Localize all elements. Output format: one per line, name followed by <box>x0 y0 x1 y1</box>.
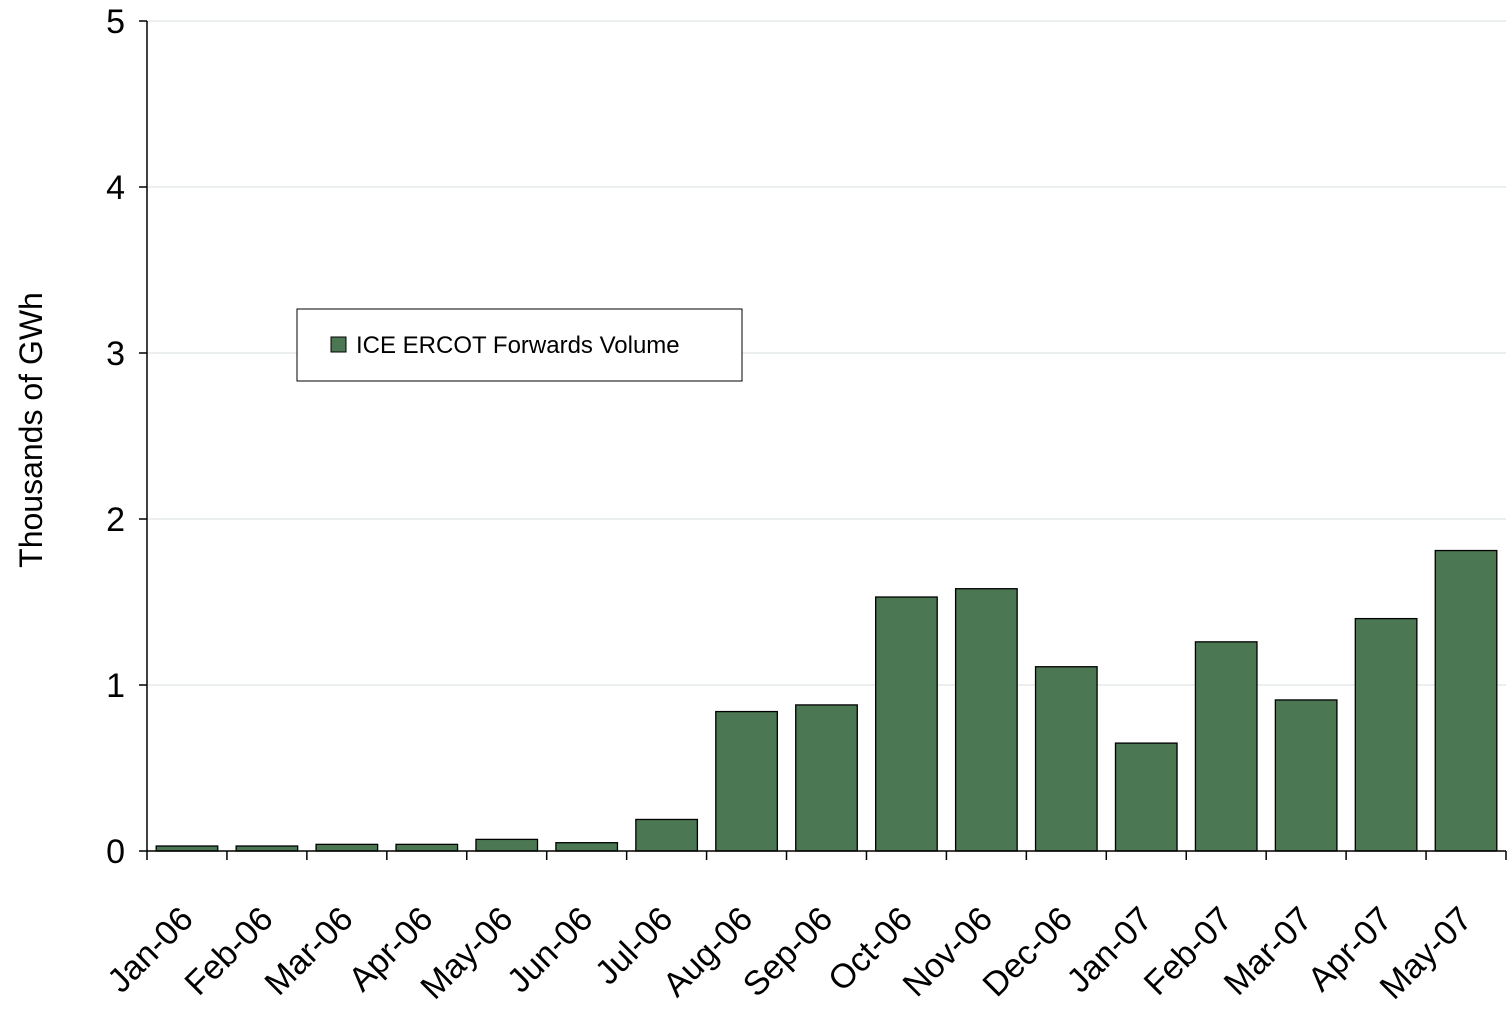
legend-label: ICE ERCOT Forwards Volume <box>356 332 680 359</box>
x-tick-label: Jun-06 <box>500 900 600 1000</box>
y-tick-label: 4 <box>106 169 125 207</box>
x-tick-labels: Jan-06Feb-06Mar-06Apr-06May-06Jun-06Jul-… <box>100 900 1479 1007</box>
bar-jan-07 <box>1114 742 1178 852</box>
y-tick-labels: 0 1 2 3 4 5 <box>106 3 125 871</box>
x-tick-label: Feb-06 <box>178 900 281 1003</box>
bar-apr-07 <box>1354 617 1418 852</box>
y-tick-label: 5 <box>106 3 125 41</box>
y-axis-title: Thousands of GWh <box>13 292 49 568</box>
bar-sep-06 <box>795 704 858 852</box>
legend-swatch <box>330 336 347 353</box>
bar-mar-07 <box>1274 699 1338 852</box>
bar-nov-06 <box>954 588 1018 852</box>
x-tick-label: Aug-06 <box>656 900 760 1004</box>
x-tick-label: Mar-06 <box>257 900 360 1003</box>
bar-may-06 <box>475 838 539 852</box>
y-tick-label: 2 <box>106 501 125 539</box>
bar-jun-06 <box>555 842 619 852</box>
bar-dec-06 <box>1034 666 1098 852</box>
bars <box>155 549 1498 852</box>
legend: ICE ERCOT Forwards Volume <box>296 308 743 382</box>
y-tick-label: 1 <box>106 667 125 705</box>
bar-apr-06 <box>395 843 459 852</box>
legend-box <box>296 308 743 382</box>
x-tick-label: Feb-07 <box>1137 900 1240 1003</box>
x-tick-label: Mar-07 <box>1217 900 1320 1003</box>
y-tick-label: 0 <box>106 833 125 871</box>
bar-mar-06 <box>315 843 379 852</box>
x-tick-label: Sep-06 <box>736 900 840 1004</box>
axes <box>139 20 1507 860</box>
y-tick-label: 3 <box>106 335 125 373</box>
bar-feb-07 <box>1194 641 1258 852</box>
bar-oct-06 <box>875 596 938 852</box>
x-tick-label: Dec-06 <box>976 900 1080 1004</box>
bar-may-07 <box>1434 549 1498 852</box>
bar-aug-06 <box>715 710 778 852</box>
x-tick-label: Nov-06 <box>896 900 1000 1004</box>
bar-jul-06 <box>635 818 699 852</box>
